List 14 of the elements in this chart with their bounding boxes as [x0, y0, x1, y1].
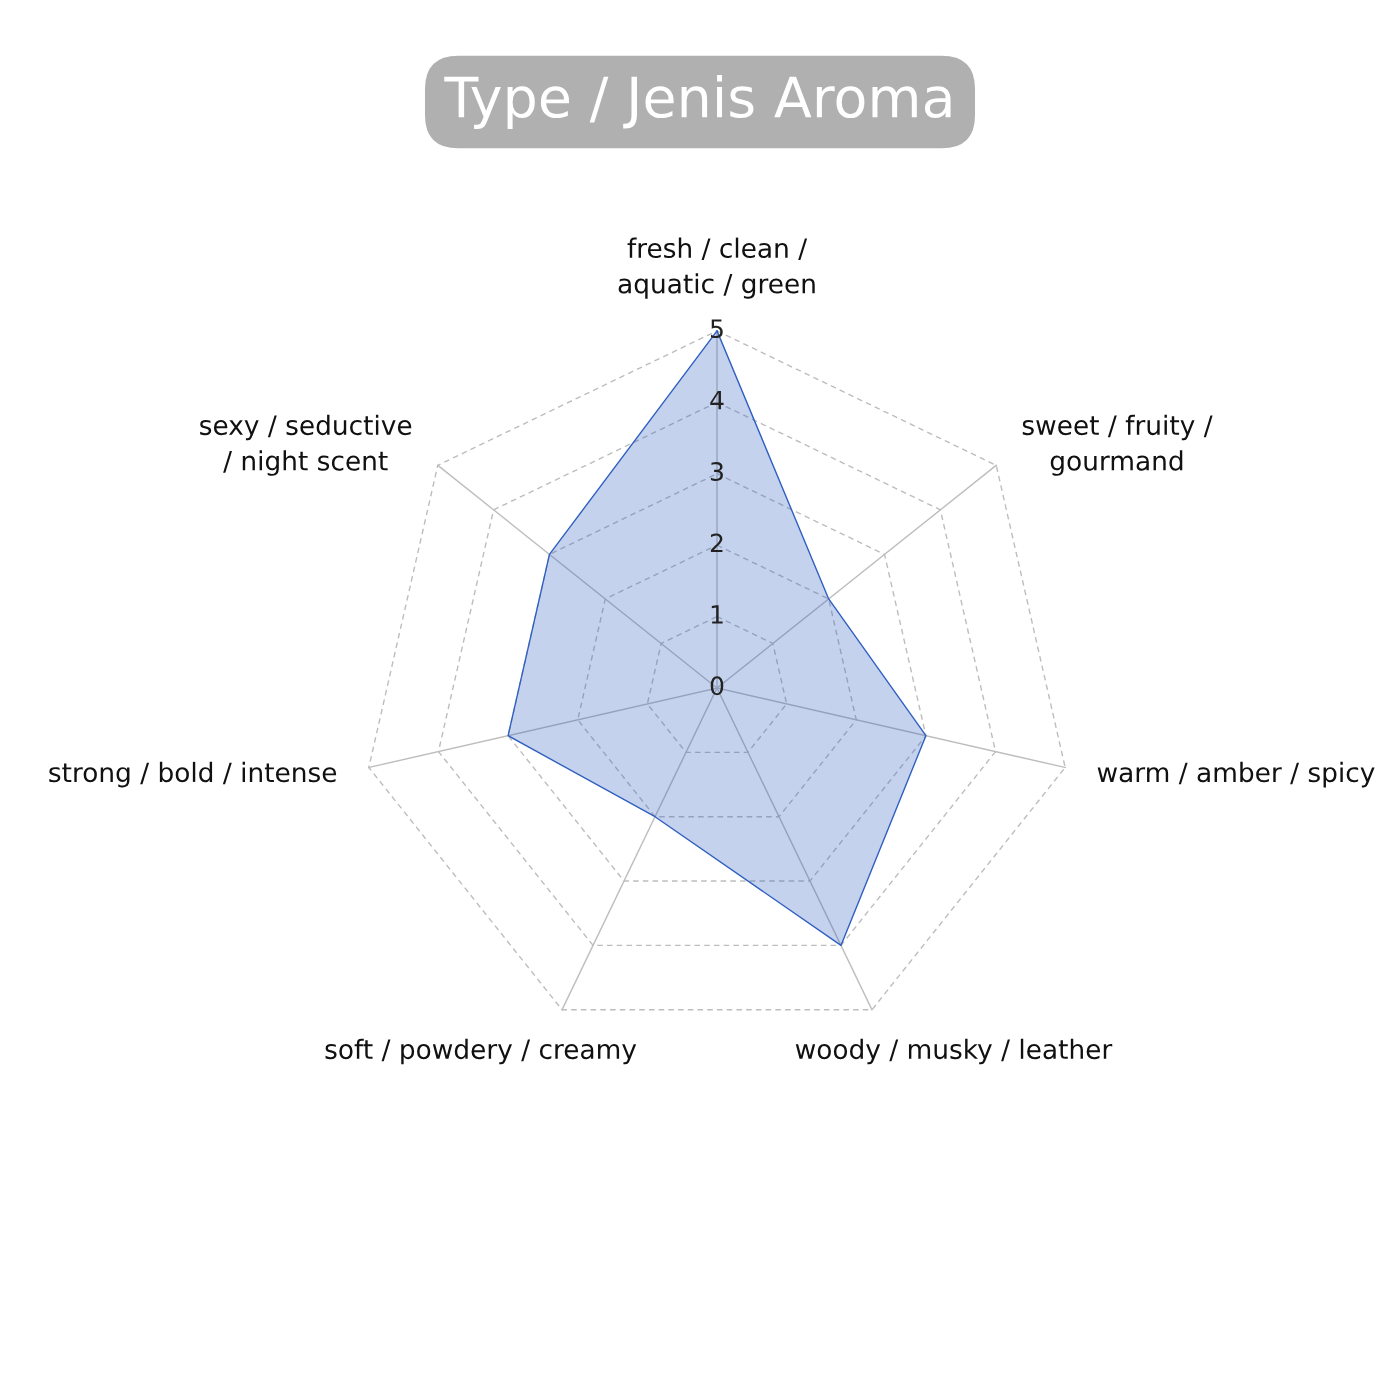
- spoke-label: sweet / fruity / gourmand: [1022, 414, 1213, 476]
- chart-title: Type / Jenis Aroma: [444, 75, 951, 129]
- y-tick-label: 4: [710, 390, 724, 410]
- spoke-label: strong / bold / intense: [49, 761, 337, 788]
- spoke-label: woody / musky / leather: [795, 1038, 1113, 1065]
- spoke-label: warm / amber / spicy: [1097, 761, 1375, 788]
- y-tick-label: 2: [710, 533, 723, 553]
- y-tick-label: 0: [710, 676, 724, 696]
- y-tick-label: 1: [711, 605, 723, 624]
- y-tick-label: 3: [710, 462, 723, 481]
- spoke-label: fresh / clean / aquatic / green: [618, 237, 815, 299]
- spoke-label: soft / powdery / creamy: [325, 1038, 637, 1065]
- spoke-label: sexy / seductive / night scent: [200, 414, 412, 476]
- y-tick-label: 5: [710, 319, 723, 339]
